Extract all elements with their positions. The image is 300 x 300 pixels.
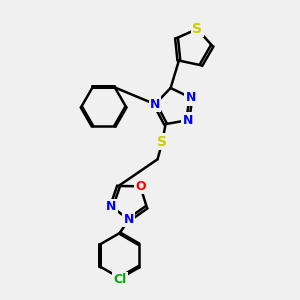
Text: O: O bbox=[135, 180, 146, 193]
Text: N: N bbox=[183, 114, 193, 127]
Text: N: N bbox=[150, 98, 160, 111]
Text: N: N bbox=[124, 213, 134, 226]
Text: N: N bbox=[106, 200, 117, 213]
Text: S: S bbox=[158, 135, 167, 149]
Text: Cl: Cl bbox=[113, 273, 126, 286]
Text: N: N bbox=[186, 92, 196, 104]
Text: S: S bbox=[192, 22, 202, 36]
